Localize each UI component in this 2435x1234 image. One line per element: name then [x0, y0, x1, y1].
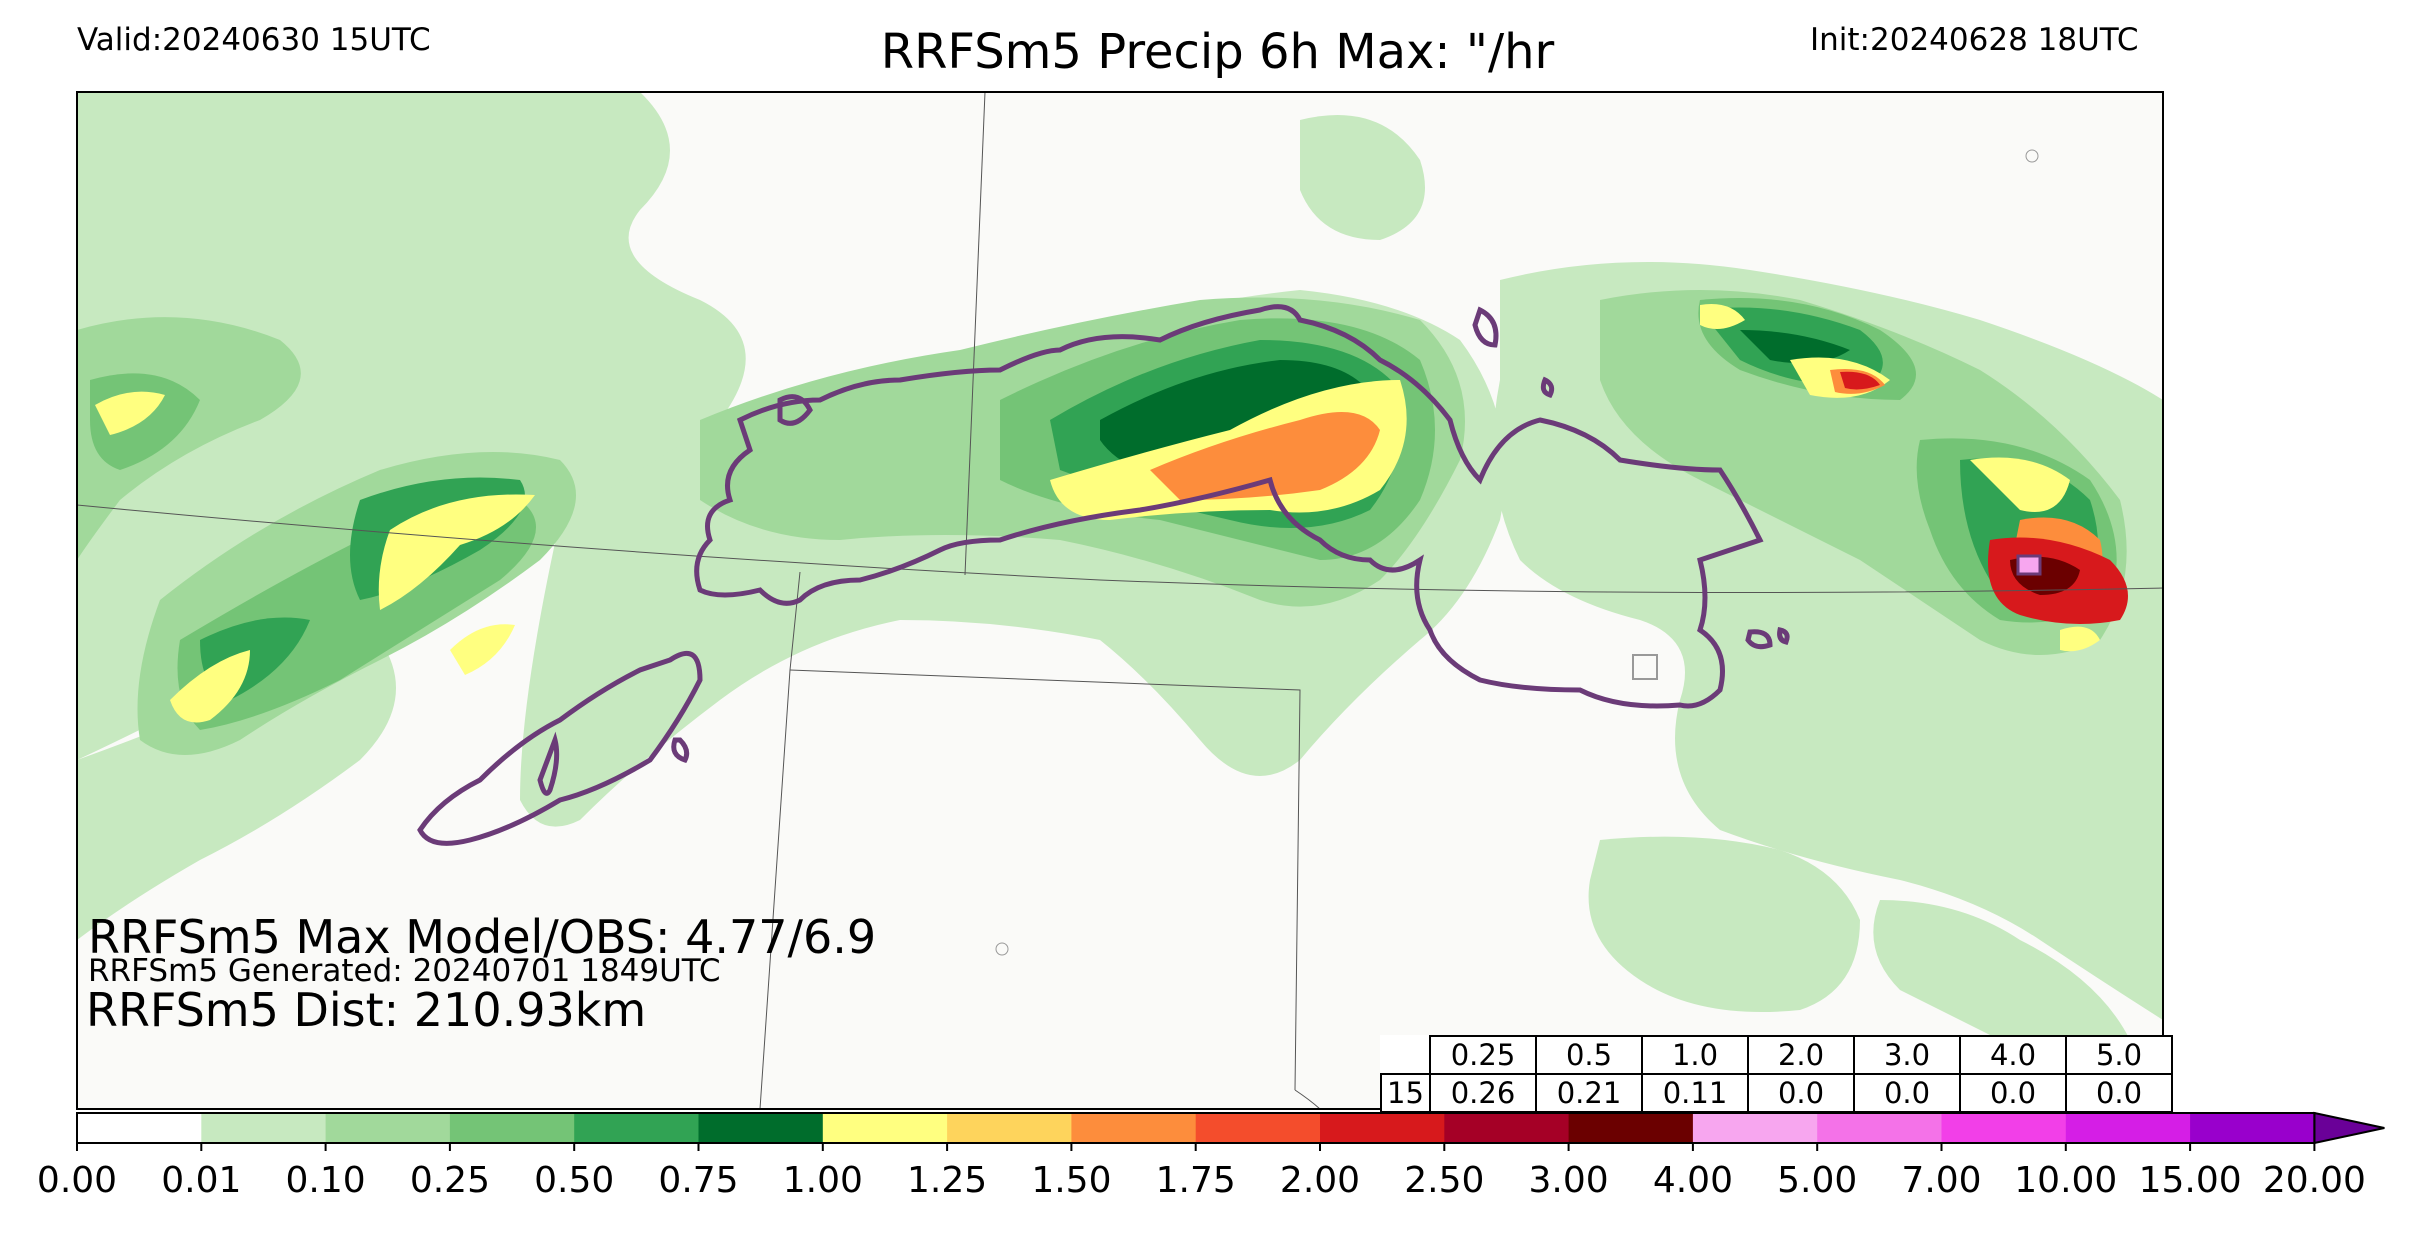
- threshold-cell: 0.5: [1535, 1035, 1643, 1075]
- init-time: Init:20240628 18UTC: [1810, 22, 2139, 58]
- threshold-cell: 2.0: [1747, 1035, 1855, 1075]
- colorbar-swatch: [325, 1113, 451, 1143]
- colorbar-tick-label: 5.00: [1777, 1160, 1858, 1201]
- colorbar-swatch: [449, 1113, 575, 1143]
- colorbar-tick-label: 0.50: [534, 1160, 615, 1201]
- colorbar-tick-label: 2.50: [1404, 1160, 1485, 1201]
- distance: RRFSm5 Dist: 210.93km: [86, 983, 647, 1037]
- colorbar-swatch: [2190, 1113, 2315, 1143]
- score-cell: 0.0: [1959, 1073, 2067, 1113]
- colorbar-swatch: [1817, 1113, 1942, 1143]
- colorbar-swatch: [1941, 1113, 2067, 1143]
- score-cell: 0.26: [1429, 1073, 1537, 1113]
- minor-features: [995, 149, 2039, 956]
- colorbar-swatch: [1568, 1113, 1694, 1143]
- colorbar-swatch: [1071, 1113, 1197, 1143]
- colorbar-swatch: [1195, 1113, 1321, 1143]
- colorbar-tick-label: 7.00: [1901, 1160, 1982, 1201]
- map-frame: [76, 91, 2164, 1110]
- colorbar-swatch: [1320, 1113, 1445, 1143]
- colorbar-tick-label: 20.00: [2262, 1160, 2366, 1201]
- valid-time: Valid:20240630 15UTC: [77, 22, 431, 58]
- colorbar-swatch: [822, 1113, 948, 1143]
- colorbar-tick-label: 15.00: [2138, 1160, 2242, 1201]
- colorbar-swatch: [201, 1113, 327, 1143]
- colorbar-tick-label: 0.00: [36, 1160, 118, 1201]
- score-cell: 0.0: [2065, 1073, 2173, 1113]
- colorbar-swatch: [2065, 1113, 2191, 1143]
- score-cell: 0.21: [1535, 1073, 1643, 1113]
- colorbar-swatch: [1692, 1113, 1818, 1143]
- colorbar-tick-label: 4.00: [1652, 1160, 1733, 1201]
- score-header-row: 0.25 0.5 1.0 2.0 3.0 4.0 5.0: [1381, 1035, 2173, 1075]
- colorbar-tick-label: 1.75: [1155, 1160, 1236, 1201]
- colorbar-tick-label: 1.00: [782, 1160, 863, 1201]
- precip-max-cell: [2016, 554, 2042, 576]
- colorbar-tick-label: 3.00: [1528, 1160, 1609, 1201]
- colorbar: [76, 1111, 2385, 1151]
- score-cell: 0.0: [1747, 1073, 1855, 1113]
- colorbar-tick-label: 0.01: [161, 1160, 242, 1201]
- threshold-cell: 5.0: [2065, 1035, 2173, 1075]
- colorbar-swatch: [947, 1113, 1072, 1143]
- page-title: RRFSm5 Precip 6h Max: "/hr: [880, 24, 1555, 80]
- score-cell: 0.11: [1641, 1073, 1749, 1113]
- colorbar-tick-label: 10.00: [2014, 1160, 2118, 1201]
- colorbar-swatch: [77, 1113, 202, 1143]
- generated-time: RRFSm5 Generated: 20240701 1849UTC: [88, 953, 721, 989]
- colorbar-swatch: [698, 1113, 824, 1143]
- threshold-cell: 0.25: [1429, 1035, 1537, 1075]
- row-label-cell: 15: [1380, 1073, 1431, 1113]
- colorbar-tick-label: 0.10: [285, 1160, 366, 1201]
- score-cell: 0.0: [1853, 1073, 1961, 1113]
- colorbar-tick-label: 0.25: [409, 1160, 490, 1201]
- colorbar-swatch: [574, 1113, 699, 1143]
- score-table: 0.25 0.5 1.0 2.0 3.0 4.0 5.0 15 0.26 0.2…: [1380, 1035, 2173, 1113]
- colorbar-tick-label: 0.75: [658, 1160, 739, 1201]
- threshold-cell: 4.0: [1959, 1035, 2067, 1075]
- threshold-cell: 1.0: [1641, 1035, 1749, 1075]
- threshold-cell: 3.0: [1853, 1035, 1961, 1075]
- colorbar-tick-label: 1.50: [1031, 1160, 1112, 1201]
- max-model-obs: RRFSm5 Max Model/OBS: 4.77/6.9: [88, 910, 877, 964]
- political-borders: [77, 92, 2163, 1109]
- score-value-row: 15 0.26 0.21 0.11 0.0 0.0 0.0 0.0: [1380, 1073, 2173, 1113]
- colorbar-tick-label: 2.00: [1279, 1160, 1361, 1201]
- obs-contours: [417, 304, 1790, 846]
- colorbar-extend-arrow: [2313, 1111, 2385, 1145]
- colorbar-swatch: [1444, 1113, 1570, 1143]
- colorbar-tick-label: 1.25: [907, 1160, 988, 1201]
